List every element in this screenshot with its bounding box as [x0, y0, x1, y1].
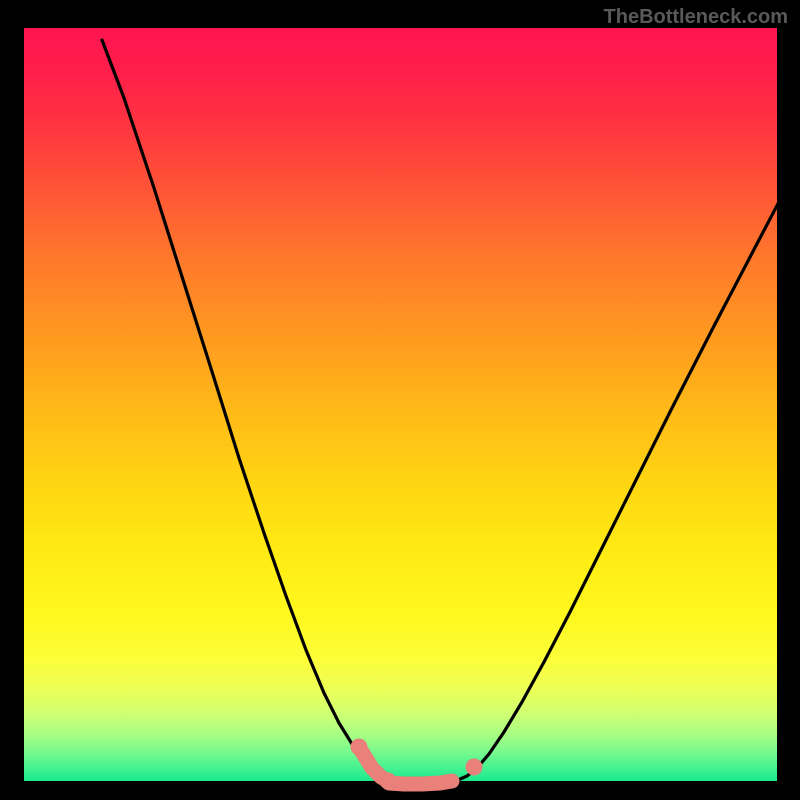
chart-container: TheBottleneck.com [0, 0, 800, 800]
highlight-segment [389, 781, 452, 784]
bottleneck-curve [102, 40, 800, 783]
plot-area [24, 28, 777, 781]
highlight-dot [351, 739, 368, 756]
watermark-text: TheBottleneck.com [604, 6, 788, 29]
highlight-dot [466, 759, 483, 776]
chart-overlay [24, 28, 777, 781]
highlight-overlay [351, 739, 483, 790]
